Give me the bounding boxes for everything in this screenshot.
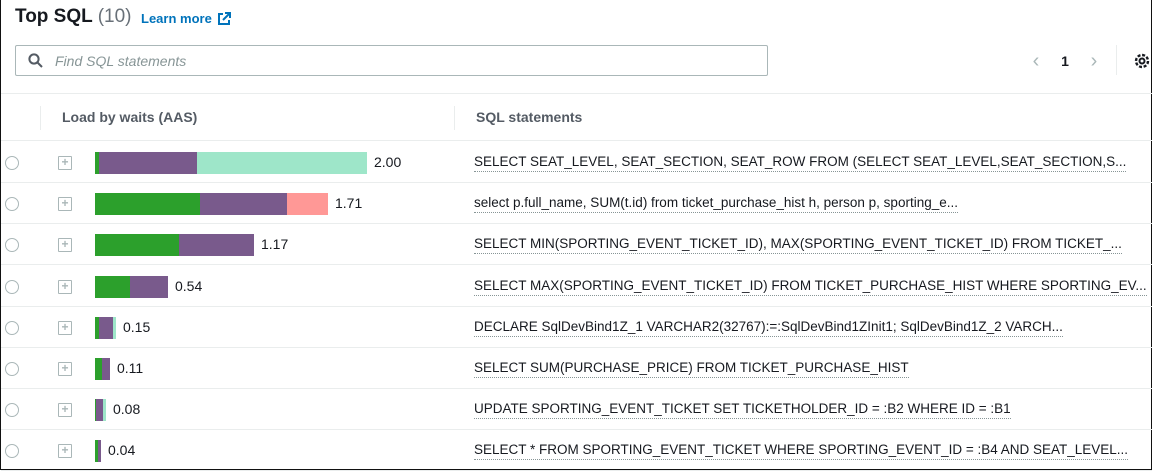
row-radio[interactable] bbox=[5, 403, 19, 418]
row-radio[interactable] bbox=[5, 156, 19, 170]
row-radio[interactable] bbox=[5, 238, 19, 253]
load-segment-purple bbox=[179, 234, 254, 257]
search-field[interactable] bbox=[15, 45, 768, 76]
external-link-icon bbox=[217, 11, 231, 25]
page-title: Top SQL (10) bbox=[15, 6, 131, 28]
column-sql[interactable]: SQL statements bbox=[476, 109, 583, 125]
table-row[interactable]: +2.00 SELECT SEAT_LEVEL, SEAT_SECTION, SE… bbox=[1, 142, 1152, 183]
load-segment-green bbox=[95, 275, 130, 298]
load-segment-green bbox=[95, 440, 98, 463]
learn-more-label: Learn more bbox=[141, 11, 212, 26]
load-segment-mint bbox=[197, 152, 367, 174]
load-value: 2.00 bbox=[374, 154, 402, 170]
load-value: 0.54 bbox=[175, 277, 203, 294]
table-row[interactable]: +0.54 SELECT MAX(SPORTING_EVENT_TICKET_ID… bbox=[1, 266, 1152, 307]
load-segment-green bbox=[95, 234, 179, 257]
search-icon bbox=[28, 53, 43, 68]
load-bar bbox=[95, 275, 168, 298]
table-row[interactable]: +1.17 SELECT MIN(SPORTING_EVENT_TICKET_ID… bbox=[1, 224, 1152, 266]
page-number[interactable]: 1 bbox=[1061, 53, 1069, 69]
load-segment-purple bbox=[96, 399, 103, 422]
plus-square-icon[interactable]: + bbox=[58, 403, 72, 418]
sql-statement-link[interactable]: SELECT SEAT_LEVEL, SEAT_SECTION, SEAT_RO… bbox=[474, 154, 1127, 172]
load-value: 0.04 bbox=[108, 442, 136, 459]
plus-square-icon[interactable]: + bbox=[58, 156, 72, 170]
load-segment-mint bbox=[113, 316, 116, 339]
table-row[interactable]: +0.11 SELECT SUM(PURCHASE_PRICE) FROM TIC… bbox=[1, 348, 1152, 389]
load-value: 1.17 bbox=[261, 236, 289, 253]
load-segment-purple bbox=[99, 152, 197, 174]
sql-count: (10) bbox=[97, 6, 132, 27]
load-segment-purple bbox=[130, 275, 168, 298]
row-radio[interactable] bbox=[5, 362, 19, 376]
load-segment-mint bbox=[103, 399, 106, 422]
load-bar bbox=[95, 399, 106, 422]
sql-statement-link[interactable]: DECLARE SqlDevBind1Z_1 VARCHAR2(32767):=… bbox=[474, 319, 1063, 337]
load-segment-green bbox=[95, 193, 200, 216]
plus-square-icon[interactable]: + bbox=[58, 362, 72, 376]
load-bar bbox=[95, 152, 367, 174]
sql-statement-link[interactable]: SELECT MAX(SPORTING_EVENT_TICKET_ID) FRO… bbox=[474, 278, 1147, 296]
plus-square-icon[interactable]: + bbox=[58, 197, 72, 212]
table-row[interactable]: +1.71 select p.full_name, SUM(t.id) from … bbox=[1, 183, 1152, 225]
load-value: 0.11 bbox=[117, 360, 144, 376]
load-bar bbox=[95, 358, 110, 380]
table-row[interactable]: +0.08 UPDATE SPORTING_EVENT_TICKET SET TI… bbox=[1, 389, 1152, 431]
plus-square-icon[interactable]: + bbox=[58, 279, 72, 294]
column-load[interactable]: Load by waits (AAS) bbox=[62, 109, 198, 125]
load-segment-purple bbox=[99, 316, 113, 339]
sql-statement-link[interactable]: SELECT MIN(SPORTING_EVENT_TICKET_ID), MA… bbox=[474, 236, 1122, 255]
sql-statement-link[interactable]: SELECT * FROM SPORTING_EVENT_TICKET WHER… bbox=[474, 442, 1129, 461]
row-radio[interactable] bbox=[5, 320, 19, 335]
search-input[interactable] bbox=[53, 51, 733, 70]
gear-icon[interactable] bbox=[1133, 52, 1151, 70]
table-row[interactable]: +0.04 SELECT * FROM SPORTING_EVENT_TICKET… bbox=[1, 430, 1152, 471]
column-divider bbox=[454, 106, 455, 130]
table-header: Load by waits (AAS) SQL statements bbox=[1, 93, 1152, 141]
sql-statement-link[interactable]: select p.full_name, SUM(t.id) from ticke… bbox=[474, 195, 958, 214]
load-segment-purple bbox=[98, 440, 101, 463]
row-radio[interactable] bbox=[5, 444, 19, 459]
load-value: 1.71 bbox=[335, 195, 363, 212]
load-segment-purple bbox=[200, 193, 287, 216]
load-segment-green bbox=[95, 399, 96, 422]
load-bar bbox=[95, 193, 328, 216]
sql-statement-link[interactable]: UPDATE SPORTING_EVENT_TICKET SET TICKETH… bbox=[474, 401, 1011, 420]
load-bar bbox=[95, 316, 116, 339]
table-row[interactable]: +0.15 DECLARE SqlDevBind1Z_1 VARCHAR2(327… bbox=[1, 307, 1152, 348]
sql-statement-link[interactable]: SELECT SUM(PURCHASE_PRICE) FROM TICKET_P… bbox=[474, 360, 909, 378]
divider bbox=[1116, 45, 1117, 75]
learn-more-link[interactable]: Learn more bbox=[141, 11, 231, 26]
load-segment-green bbox=[95, 316, 99, 339]
load-value: 0.15 bbox=[123, 318, 151, 335]
chevron-left-icon[interactable]: ‹ bbox=[1032, 49, 1040, 72]
load-segment-purple bbox=[102, 358, 110, 380]
column-divider bbox=[40, 106, 41, 130]
load-bar bbox=[95, 234, 254, 257]
row-radio[interactable] bbox=[5, 197, 19, 212]
load-segment-green bbox=[95, 152, 99, 174]
load-value: 0.08 bbox=[113, 401, 141, 418]
load-segment-salmon bbox=[287, 193, 328, 216]
load-bar bbox=[95, 440, 101, 463]
plus-square-icon[interactable]: + bbox=[58, 320, 72, 335]
row-radio[interactable] bbox=[5, 279, 19, 294]
chevron-right-icon[interactable]: › bbox=[1090, 49, 1098, 72]
title-text: Top SQL bbox=[15, 6, 93, 27]
plus-square-icon[interactable]: + bbox=[58, 238, 72, 253]
plus-square-icon[interactable]: + bbox=[58, 444, 72, 459]
pagination: ‹ 1 › bbox=[1025, 48, 1105, 74]
load-segment-green bbox=[95, 358, 102, 380]
